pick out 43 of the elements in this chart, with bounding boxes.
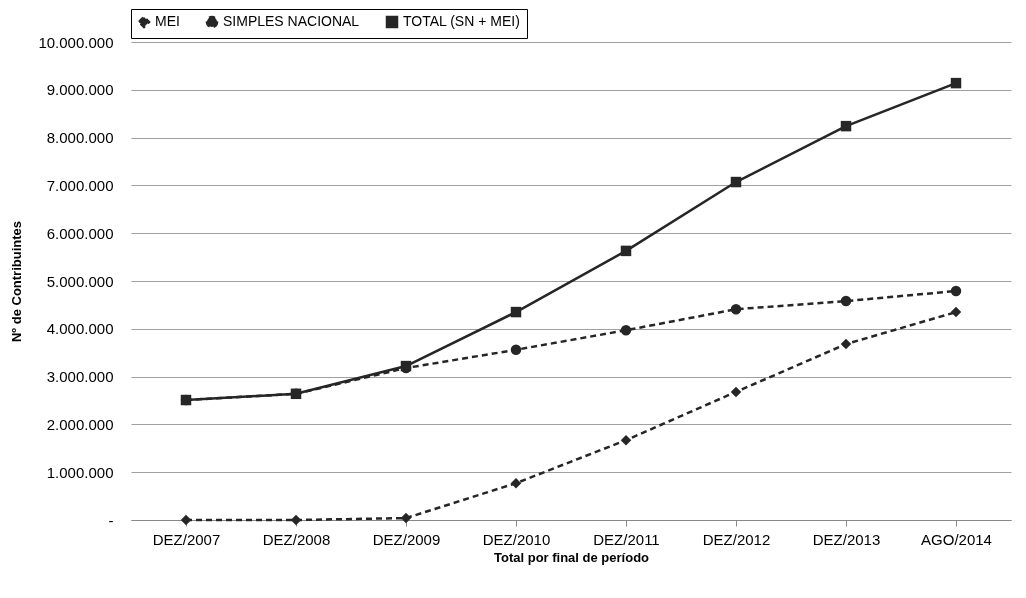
point	[180, 514, 192, 526]
x-tick-label: DEZ/2013	[812, 530, 881, 548]
point	[730, 176, 742, 188]
x-tick-label: AGO/2014	[921, 530, 992, 548]
x-tick-label: DEZ/2007	[152, 530, 221, 548]
y-tick-label: 8.000.000	[46, 129, 114, 147]
point	[620, 434, 632, 446]
point	[950, 306, 962, 318]
point	[400, 512, 412, 524]
x-tick-label: DEZ/2011	[593, 530, 660, 548]
y-tick-label: 6.000.000	[46, 224, 114, 242]
y-tick-label: 9.000.000	[46, 81, 114, 99]
y-tick-label: 5.000.000	[46, 272, 114, 290]
point	[620, 245, 632, 257]
legend-label: MEI	[155, 13, 180, 29]
x-axis-title: Total por final de período	[493, 549, 650, 565]
y-tick-label: 3.000.000	[46, 368, 114, 386]
point	[510, 306, 522, 318]
y-tick-label: -	[108, 511, 114, 529]
point	[510, 344, 522, 356]
y-tick-label: 4.000.000	[46, 320, 114, 338]
point	[840, 295, 852, 307]
point	[950, 285, 962, 297]
point	[840, 338, 852, 350]
legend-label: SIMPLES NACIONAL	[223, 13, 360, 29]
legend-label: TOTAL (SN + MEI)	[403, 13, 520, 29]
y-tick-label: 7.000.000	[46, 176, 114, 194]
point	[510, 477, 522, 489]
y-tick-label: 1.000.000	[46, 463, 114, 481]
point	[290, 514, 302, 526]
x-tick-label: DEZ/2009	[372, 530, 441, 548]
y-tick-label: 10.000.000	[38, 33, 114, 51]
point	[950, 77, 962, 89]
point	[840, 120, 852, 132]
y-tick-label: 2.000.000	[46, 415, 114, 433]
point	[730, 303, 742, 315]
point	[290, 388, 302, 400]
point	[620, 325, 632, 336]
x-tick-label: DEZ/2008	[262, 530, 331, 548]
x-tick-label: DEZ/2012	[702, 530, 771, 548]
x-tick-label: DEZ/2010	[482, 530, 551, 548]
point	[730, 386, 742, 398]
y-axis-title: Nº de Contribuintes	[9, 220, 25, 343]
